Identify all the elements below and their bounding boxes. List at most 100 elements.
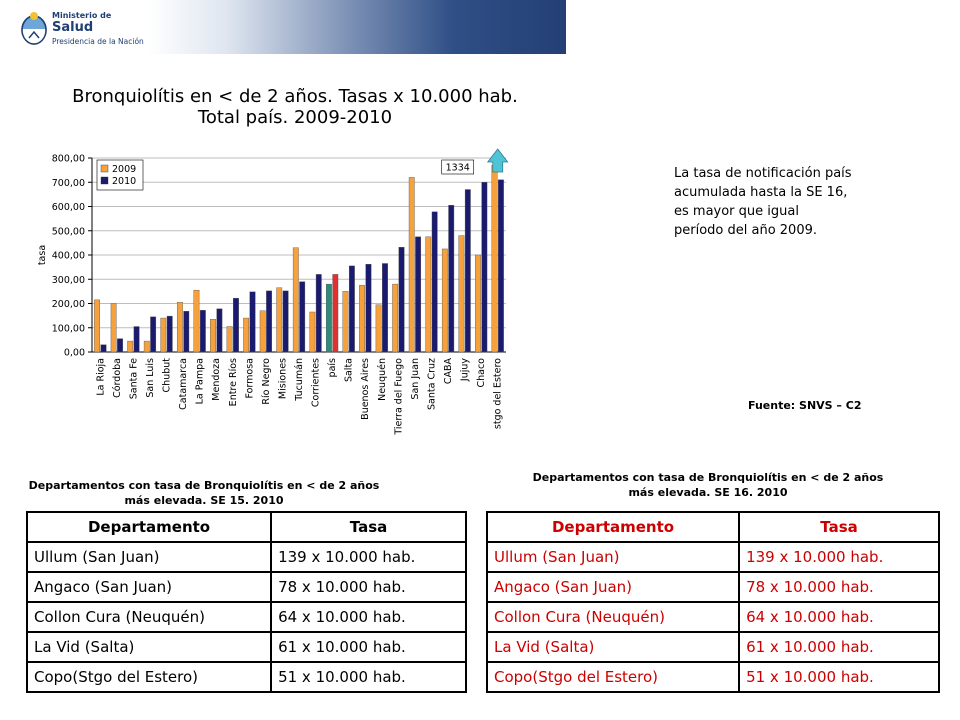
- y-tick-label: 800,00: [52, 154, 85, 165]
- table-header-row: Departamento Tasa: [485, 511, 940, 543]
- y-tick-label: 700,00: [52, 178, 85, 189]
- table-right: Departamento Tasa Ullum (San Juan) 139 x…: [485, 511, 940, 693]
- cell-department: La Vid (Salta): [25, 631, 273, 663]
- cell-rate: 61 x 10.000 hab.: [738, 631, 940, 663]
- bar-2009: [408, 177, 415, 353]
- bar-2010: [431, 211, 438, 353]
- bar-2010: [382, 263, 388, 353]
- bar-2010: [199, 310, 206, 353]
- bar-2009: [210, 319, 216, 353]
- table-row: La Vid (Salta) 61 x 10.000 hab.: [485, 631, 940, 663]
- header-banner: Ministerio de Salud Presidencia de la Na…: [0, 0, 566, 54]
- coat-of-arms-icon: [21, 12, 47, 45]
- logo-line1: Ministerio de: [52, 11, 112, 20]
- table-row: Angaco (San Juan) 78 x 10.000 hab.: [25, 571, 467, 603]
- column-header-rate: Tasa: [738, 511, 940, 543]
- logo-line3: Presidencia de la Nación: [52, 37, 144, 46]
- bar-2010: [348, 265, 355, 353]
- cell-department: Angaco (San Juan): [25, 571, 273, 603]
- table-left-caption: Departamentos con tasa de Bronquiolítis …: [28, 479, 380, 507]
- table-row: La Vid (Salta) 61 x 10.000 hab.: [25, 631, 467, 663]
- bar-2009: [176, 302, 183, 353]
- table-row: Collon Cura (Neuquén) 64 x 10.000 hab.: [485, 601, 940, 633]
- side-note: La tasa de notificación país acumulada h…: [674, 166, 852, 238]
- cell-department: Ullum (San Juan): [25, 541, 273, 573]
- bar-2010: [282, 290, 289, 353]
- x-tick-label: Formosa: [244, 358, 255, 399]
- y-tick-label: 0,00: [64, 348, 85, 359]
- cell-rate: 78 x 10.000 hab.: [270, 571, 467, 603]
- cell-rate: 139 x 10.000 hab.: [738, 541, 940, 573]
- bar-2010: [117, 338, 123, 353]
- y-tick-label: 100,00: [52, 323, 85, 334]
- x-tick-label: país: [327, 358, 338, 377]
- bar-chart: 0,00 100,00 200,00 300,00 400,00 500,00 600,00…: [37, 148, 509, 436]
- up-arrow-icon: [486, 148, 509, 173]
- x-tick-label: Mendoza: [211, 358, 222, 401]
- bar-2010: [315, 274, 322, 353]
- table-row: Collon Cura (Neuquén) 64 x 10.000 hab.: [25, 601, 467, 633]
- bar-2010: [365, 264, 372, 353]
- cell-rate: 61 x 10.000 hab.: [270, 631, 467, 663]
- bar-2009: [475, 254, 481, 353]
- x-tick-label: Santa Fe: [128, 358, 139, 399]
- legend-swatch: [100, 176, 109, 185]
- legend-label: 2009: [112, 164, 136, 175]
- cell-department: Copo(Stgo del Estero): [25, 661, 273, 693]
- cell-rate: 64 x 10.000 hab.: [738, 601, 940, 633]
- x-tick-label: Buenos Aires: [360, 358, 371, 420]
- bar-2009: [292, 247, 299, 353]
- cell-department: Angaco (San Juan): [485, 571, 741, 603]
- chart-title-line1: Bronquiolítis en < de 2 años. Tasas x 10…: [72, 86, 518, 107]
- cell-department: Ullum (San Juan): [485, 541, 741, 573]
- ministry-logo: Ministerio de Salud Presidencia de la Na…: [18, 8, 148, 48]
- chart-title-line2: Total país. 2009-2010: [197, 107, 393, 128]
- x-tick-label: Tierra del Fuego: [393, 358, 404, 436]
- bar-2010: [216, 308, 223, 353]
- cell-rate: 78 x 10.000 hab.: [738, 571, 940, 603]
- bar-2010: [481, 182, 488, 353]
- table-row: Ullum (San Juan) 139 x 10.000 hab.: [25, 541, 467, 573]
- cell-department: Collon Cura (Neuquén): [25, 601, 273, 633]
- x-tick-label: San Luis: [145, 358, 156, 398]
- x-tick-label: Santa Cruz: [426, 358, 437, 410]
- y-tick-label: 300,00: [52, 275, 85, 286]
- bar-2009: [491, 165, 498, 353]
- x-tick-label: La Rioja: [95, 358, 106, 396]
- bar-2010: [398, 247, 405, 353]
- annotation-box: [441, 159, 475, 175]
- table-row: Ullum (San Juan) 139 x 10.000 hab.: [485, 541, 940, 573]
- x-tick-label: Corrientes: [311, 358, 322, 407]
- x-tick-label: Neuquén: [377, 358, 388, 401]
- bar-2010: [266, 290, 272, 353]
- bar-2010: [150, 316, 157, 353]
- column-header-department: Departamento: [485, 511, 741, 543]
- x-tick-label: Chaco: [476, 358, 487, 388]
- bar-2010: [332, 274, 339, 353]
- y-tick-label: 400,00: [52, 251, 85, 262]
- table-row: Copo(Stgo del Estero) 51 x 10.000 hab.: [485, 661, 940, 693]
- cell-rate: 139 x 10.000 hab.: [270, 541, 467, 573]
- y-tick-label: 200,00: [52, 299, 85, 310]
- legend-swatch: [100, 164, 109, 173]
- cell-rate: 64 x 10.000 hab.: [270, 601, 467, 633]
- bar-2010: [166, 315, 173, 353]
- table-right-caption: Departamentos con tasa de Bronquiolítis …: [532, 471, 884, 499]
- cell-rate: 51 x 10.000 hab.: [270, 661, 467, 693]
- x-tick-label: stgo del Estero: [493, 358, 504, 429]
- x-tick-label: Catamarca: [178, 358, 189, 410]
- bar-2009: [143, 340, 150, 353]
- bar-2010: [464, 189, 471, 353]
- cell-rate: 51 x 10.000 hab.: [738, 661, 940, 693]
- bar-2009: [392, 283, 399, 353]
- column-header-rate: Tasa: [270, 511, 467, 543]
- y-axis-label: tasa: [37, 245, 48, 265]
- bar-2009: [259, 310, 266, 353]
- chart-title: Bronquiolítis en < de 2 años. Tasas x 10…: [60, 86, 530, 128]
- table-row: Copo(Stgo del Estero) 51 x 10.000 hab.: [25, 661, 467, 693]
- bar-2009: [193, 289, 200, 353]
- bar-2010: [299, 281, 306, 353]
- x-tick-label: CABA: [443, 358, 454, 385]
- x-tick-label: Entre Ríos: [228, 358, 239, 406]
- bar-2010: [183, 311, 190, 353]
